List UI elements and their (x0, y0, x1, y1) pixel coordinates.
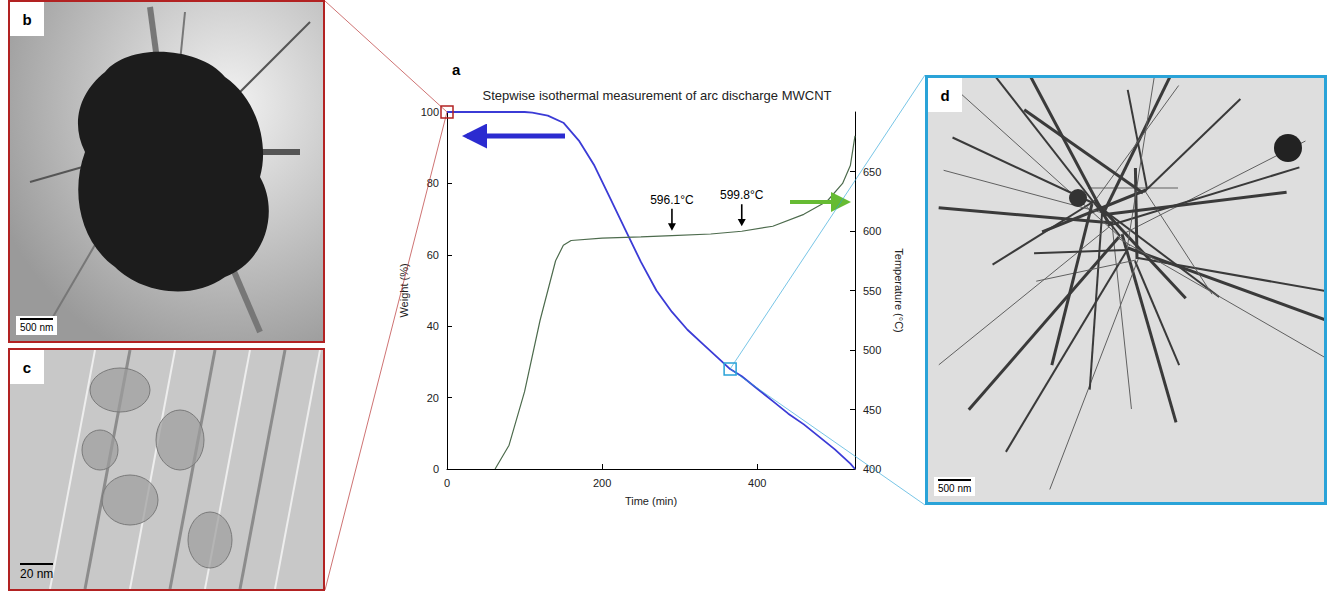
svg-text:450: 450 (863, 404, 881, 416)
svg-text:Stepwise isothermal measuremen: Stepwise isothermal measurement of arc d… (483, 88, 832, 103)
svg-text:40: 40 (427, 320, 439, 332)
svg-text:Temperature (°C): Temperature (°C) (893, 248, 905, 332)
svg-text:500: 500 (863, 344, 881, 356)
svg-text:0: 0 (444, 477, 450, 489)
html-text:c: c (22, 358, 32, 376)
html-text:500 nm: 500 nm (20, 322, 54, 333)
svg-text:400: 400 (863, 463, 881, 475)
svg-text:100: 100 (421, 106, 439, 118)
svg-text:20: 20 (427, 392, 439, 404)
html-text:d: d (940, 86, 950, 104)
svg-text:Weight (%): Weight (%) (398, 263, 410, 317)
html-text:20 nm: 20 nm (20, 567, 54, 581)
svg-text:599.8°C: 599.8°C (720, 188, 764, 202)
svg-text:400: 400 (748, 477, 766, 489)
svg-text:596.1°C: 596.1°C (650, 193, 694, 207)
svg-text:200: 200 (593, 477, 611, 489)
svg-text:0: 0 (433, 463, 439, 475)
svg-text:80: 80 (427, 177, 439, 189)
svg-text:550: 550 (863, 285, 881, 297)
svg-text:650: 650 (863, 166, 881, 178)
html-text:500 nm: 500 nm (938, 483, 972, 494)
svg-text:Time (min): Time (min) (625, 495, 677, 507)
svg-text:600: 600 (863, 225, 881, 237)
html-text:b: b (22, 10, 32, 28)
svg-text:60: 60 (427, 249, 439, 261)
svg-text:a: a (452, 61, 461, 78)
